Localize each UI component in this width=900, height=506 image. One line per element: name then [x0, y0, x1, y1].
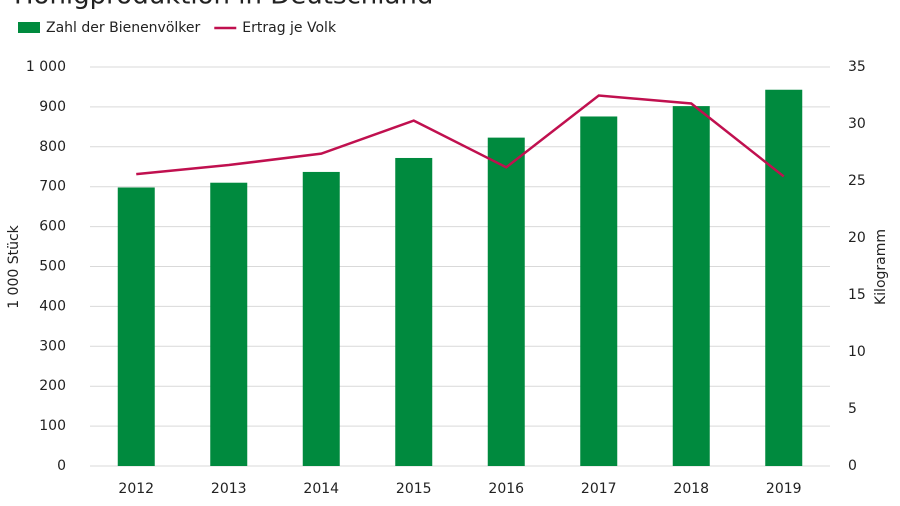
legend-label: Zahl der Bienenvölker — [46, 20, 201, 36]
bar — [395, 157, 433, 467]
bar — [672, 106, 710, 467]
bar — [210, 182, 248, 466]
bar — [117, 187, 155, 467]
x-tick-label: 2019 — [766, 481, 802, 497]
y2-tick-label: 30 — [848, 116, 866, 132]
y-tick-label: 200 — [39, 378, 66, 394]
y-tick-label: 100 — [39, 418, 66, 434]
y2-tick-label: 15 — [848, 287, 866, 303]
y2-tick-label: 35 — [848, 59, 866, 75]
y-tick-label: 800 — [39, 139, 66, 155]
y2-tick-label: 25 — [848, 173, 866, 189]
y2-tick-label: 20 — [848, 230, 866, 246]
x-tick-label: 2015 — [396, 481, 432, 497]
x-tick-label: 2013 — [211, 481, 247, 497]
x-tick-label: 2018 — [673, 481, 709, 497]
chart-title: Honigproduktion in Deutschland — [14, 0, 433, 11]
y-tick-label: 0 — [57, 458, 66, 474]
y2-axis-label: Kilogramm — [873, 229, 889, 305]
bar — [765, 89, 803, 467]
y-tick-label: 1 000 — [26, 59, 66, 75]
line — [136, 94, 785, 178]
bar — [580, 116, 618, 466]
y-tick-label: 400 — [39, 298, 66, 314]
x-tick-label: 2012 — [118, 481, 154, 497]
y-tick-label: 500 — [39, 259, 66, 275]
y-axis-label: 1 000 Stück — [6, 224, 22, 308]
y2-tick-label: 0 — [848, 458, 857, 474]
y-tick-label: 600 — [39, 219, 66, 235]
y2-tick-label: 10 — [848, 344, 866, 360]
y-tick-label: 700 — [39, 179, 66, 195]
legend-label: Ertrag je Volk — [242, 20, 337, 36]
bar — [487, 137, 525, 467]
y2-tick-label: 5 — [848, 401, 857, 417]
bar — [302, 171, 340, 466]
y-tick-label: 900 — [39, 99, 66, 115]
x-tick-label: 2017 — [581, 481, 617, 497]
legend-swatch — [18, 22, 40, 33]
x-tick-label: 2016 — [488, 481, 524, 497]
y-tick-label: 300 — [39, 338, 66, 354]
x-tick-label: 2014 — [303, 481, 339, 497]
